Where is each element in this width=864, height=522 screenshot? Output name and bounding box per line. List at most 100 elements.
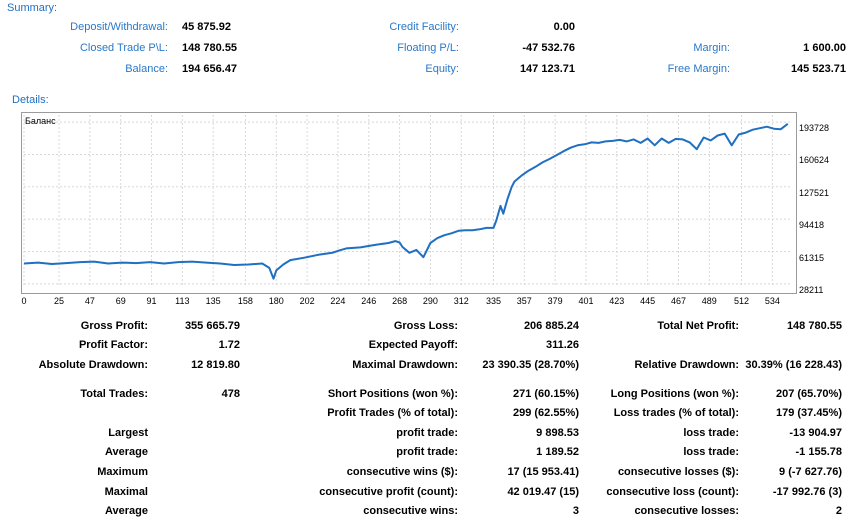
total-trades-label: Total Trades: <box>80 387 148 400</box>
average-loss-value: -1 155.78 <box>795 446 842 459</box>
gross-profit-value: 355 665.79 <box>184 319 240 332</box>
table-row: Total Trades: 478 Short Positions (won %… <box>0 384 842 404</box>
largest-label: Largest <box>108 426 148 439</box>
equity-value: 147 123.71 <box>519 63 575 75</box>
x-tick-label: 0 <box>21 296 27 306</box>
balance-value: 194 656.47 <box>182 63 238 75</box>
x-tick-label: 25 <box>54 296 65 306</box>
x-tick-label: 379 <box>547 296 563 306</box>
net-profit-value: 148 780.55 <box>786 319 842 332</box>
avg-consecutive-losses-label: consecutive losses: <box>634 505 739 518</box>
long-positions-value: 207 (65.70%) <box>775 387 842 400</box>
table-row: Average profit trade: 1 189.52 loss trad… <box>0 443 842 463</box>
x-tick-label: 512 <box>734 296 750 306</box>
profit-trades-label: Profit Trades (% of total): <box>327 407 458 420</box>
closed-trade-label: Closed Trade P\L: <box>79 42 168 54</box>
free-margin-value: 145 523.71 <box>790 63 846 75</box>
average-label: Average <box>104 446 148 459</box>
net-profit-label: Total Net Profit: <box>657 319 739 332</box>
credit-facility-label: Credit Facility: <box>389 21 459 33</box>
x-tick-label: 180 <box>268 296 284 306</box>
y-tick-label: 193728 <box>799 123 830 134</box>
x-tick-label: 158 <box>237 296 253 306</box>
avg-consecutive-wins-label: consecutive wins: <box>363 505 458 518</box>
avg-consecutive-losses-value: 2 <box>835 505 842 518</box>
credit-facility-value: 0.00 <box>553 21 575 33</box>
absolute-drawdown-value: 12 819.80 <box>191 358 240 371</box>
maximal-consecutive-loss-label: consecutive loss (count): <box>606 485 739 498</box>
average-loss-label: loss trade: <box>683 446 739 459</box>
maximal-label: Maximal <box>104 485 148 498</box>
maximal-consecutive-profit-value: 42 019.47 (15) <box>507 485 579 498</box>
largest-loss-label: loss trade: <box>683 426 739 439</box>
x-tick-label: 69 <box>115 296 126 306</box>
y-tick-label: 28211 <box>799 284 824 295</box>
average2-label: Average <box>104 505 148 518</box>
loss-trades-label: Loss trades (% of total): <box>613 407 739 420</box>
largest-profit-label: profit trade: <box>396 426 458 439</box>
gross-profit-label: Gross Profit: <box>80 319 148 332</box>
gross-loss-value: 206 885.24 <box>523 319 579 332</box>
x-tick-label: 423 <box>609 296 625 306</box>
y-tick-label: 94418 <box>799 220 825 231</box>
expected-payoff-label: Expected Payoff: <box>368 339 458 352</box>
details-title: Details: <box>12 94 49 106</box>
table-row: Gross Profit: 355 665.79 Gross Loss: 206… <box>0 316 842 336</box>
margin-value: 1 600.00 <box>803 42 846 54</box>
avg-consecutive-wins-value: 3 <box>572 505 579 518</box>
balance-chart: Баланс <box>21 112 797 294</box>
largest-profit-value: 9 898.53 <box>536 426 579 439</box>
table-row: Maximal consecutive profit (count): 42 0… <box>0 482 842 502</box>
x-tick-label: 401 <box>578 296 594 306</box>
average-profit-value: 1 189.52 <box>536 446 579 459</box>
expected-payoff-value: 311.26 <box>545 339 579 352</box>
max-consecutive-losses-label: consecutive losses ($): <box>617 465 739 478</box>
total-trades-value: 478 <box>221 387 240 400</box>
balance-label: Balance: <box>125 63 168 75</box>
table-row: Average consecutive wins: 3 consecutive … <box>0 501 842 521</box>
average-profit-label: profit trade: <box>396 446 458 459</box>
x-tick-label: 224 <box>330 296 346 306</box>
deposit-value: 45 875.92 <box>182 21 231 33</box>
x-tick-label: 357 <box>516 296 532 306</box>
x-tick-label: 91 <box>146 296 157 306</box>
absolute-drawdown-label: Absolute Drawdown: <box>38 358 148 371</box>
table-row: Absolute Drawdown: 12 819.80 Maximal Dra… <box>0 355 842 375</box>
x-tick-label: 290 <box>422 296 438 306</box>
x-tick-label: 47 <box>84 296 95 306</box>
table-row: Profit Trades (% of total): 299 (62.55%)… <box>0 403 842 423</box>
short-positions-value: 271 (60.15%) <box>512 387 579 400</box>
balance-chart-svg <box>23 115 792 287</box>
x-tick-label: 467 <box>670 296 686 306</box>
closed-trade-value: 148 780.55 <box>182 42 238 54</box>
x-tick-label: 489 <box>701 296 717 306</box>
max-consecutive-losses-value: 9 (-7 627.76) <box>779 465 842 478</box>
floating-pl-value: -47 532.76 <box>522 42 575 54</box>
profit-factor-value: 1.72 <box>218 339 240 352</box>
floating-pl-label: Floating P/L: <box>397 42 459 54</box>
deposit-label: Deposit/Withdrawal: <box>70 21 168 33</box>
long-positions-label: Long Positions (won %): <box>610 387 739 400</box>
short-positions-label: Short Positions (won %): <box>327 387 458 400</box>
table-row: Maximum consecutive wins ($): 17 (15 953… <box>0 462 842 482</box>
x-tick-label: 312 <box>453 296 469 306</box>
chart-legend-label: Баланс <box>25 116 56 126</box>
largest-loss-value: -13 904.97 <box>789 426 842 439</box>
x-tick-label: 135 <box>205 296 221 306</box>
summary-title: Summary: <box>7 2 58 14</box>
table-row: Profit Factor: 1.72 Expected Payoff: 311… <box>0 336 842 356</box>
loss-trades-value: 179 (37.45%) <box>775 407 842 420</box>
relative-drawdown-value: 30.39% (16 228.43) <box>745 358 842 371</box>
x-tick-label: 246 <box>361 296 377 306</box>
x-tick-label: 268 <box>392 296 408 306</box>
profit-trades-value: 299 (62.55%) <box>512 407 579 420</box>
gross-loss-label: Gross Loss: <box>393 319 458 332</box>
stats-table: Gross Profit: 355 665.79 Gross Loss: 206… <box>0 316 842 521</box>
table-row: Largest profit trade: 9 898.53 loss trad… <box>0 423 842 443</box>
max-consecutive-wins-label: consecutive wins ($): <box>346 465 458 478</box>
maximum-label: Maximum <box>97 465 148 478</box>
y-tick-label: 127521 <box>799 187 830 198</box>
relative-drawdown-label: Relative Drawdown: <box>634 358 739 371</box>
margin-label: Margin: <box>693 42 730 54</box>
x-tick-label: 534 <box>764 296 780 306</box>
